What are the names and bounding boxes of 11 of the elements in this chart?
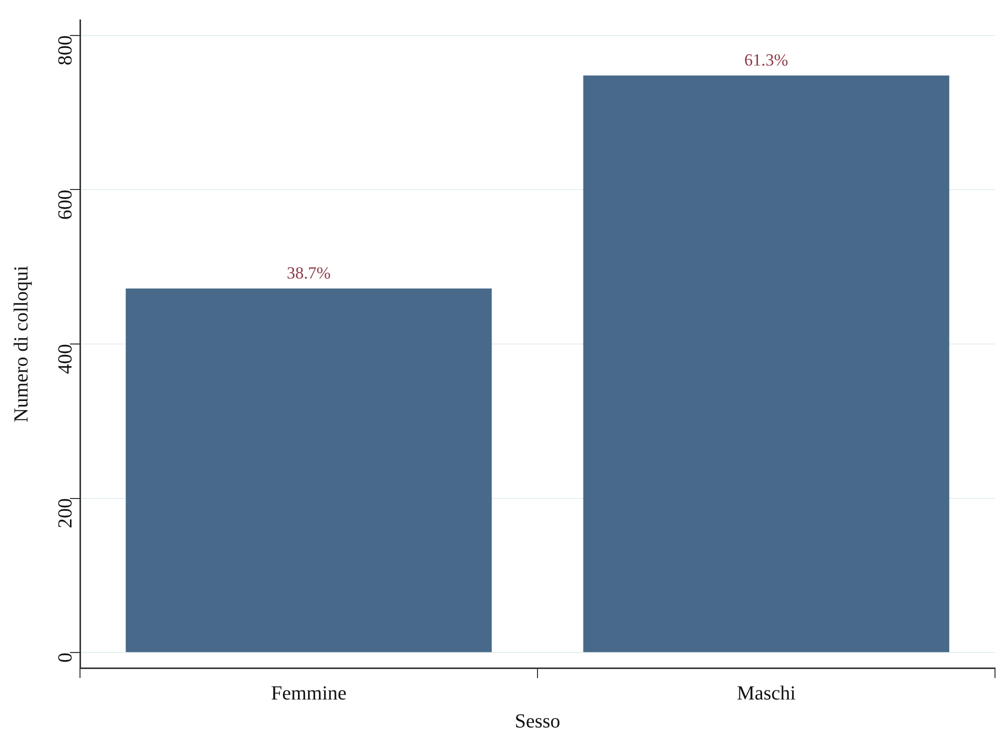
x-tick-label: Maschi: [736, 682, 796, 704]
annotation: 38.7%: [286, 263, 331, 282]
y-axis-title: Numero di colloqui: [10, 265, 32, 422]
annotation: 61.3%: [744, 50, 788, 70]
x-tick-label: Femmine: [270, 682, 347, 704]
y-tick-label: 0: [54, 652, 76, 663]
y-tick-label: 600: [54, 190, 76, 220]
y-tick-label: 400: [54, 344, 76, 374]
x-axis-title: Sesso: [514, 710, 560, 732]
y-tick-label: 200: [54, 498, 76, 528]
y-tick-label: 800: [54, 35, 76, 66]
